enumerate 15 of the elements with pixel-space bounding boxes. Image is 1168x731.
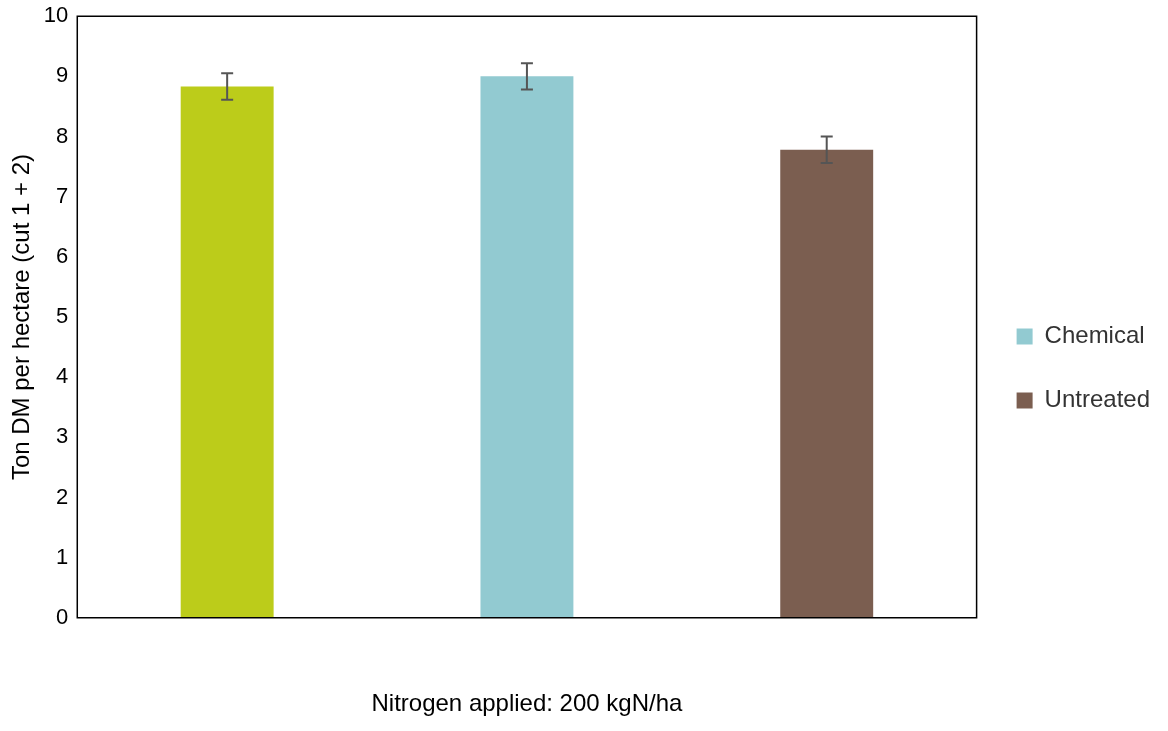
y-tick-label: 2 (56, 483, 69, 509)
y-tick-label: 3 (56, 423, 69, 449)
legend-label: Chemical (1044, 321, 1145, 349)
y-tick-label: 5 (56, 303, 69, 329)
y-axis-title: Ton DM per hectare (cut 1 + 2) (7, 153, 35, 481)
y-tick-label: 4 (56, 363, 69, 389)
y-tick-label: 9 (56, 62, 69, 88)
x-axis-title: Nitrogen applied: 200 kgN/ha (371, 689, 684, 717)
y-tick-label: 0 (56, 603, 69, 629)
y-tick-label: 8 (56, 122, 69, 148)
y-tick-label: 7 (56, 182, 69, 208)
legend-label: Untreated (1044, 385, 1151, 413)
y-tick-label: 1 (56, 543, 69, 569)
y-tick-label: 10 (43, 2, 69, 28)
y-tick-label: 6 (56, 242, 69, 268)
